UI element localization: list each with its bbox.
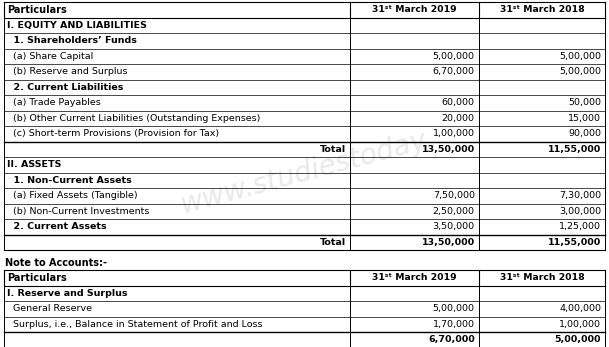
Text: 1. Non-Current Assets: 1. Non-Current Assets xyxy=(7,176,132,185)
Text: Particulars: Particulars xyxy=(7,273,67,283)
Text: 5,00,000: 5,00,000 xyxy=(433,304,475,313)
Text: 31ˢᵗ March 2019: 31ˢᵗ March 2019 xyxy=(372,5,457,14)
Text: 5,00,000: 5,00,000 xyxy=(559,67,601,76)
Text: 1,00,000: 1,00,000 xyxy=(559,320,601,329)
Text: 60,000: 60,000 xyxy=(442,98,475,107)
Text: 31ˢᵗ March 2018: 31ˢᵗ March 2018 xyxy=(499,273,584,282)
Text: www.studiestoday: www.studiestoday xyxy=(178,127,431,219)
Text: (a) Trade Payables: (a) Trade Payables xyxy=(7,98,100,107)
Text: 6,70,000: 6,70,000 xyxy=(428,335,475,344)
Text: (a) Fixed Assets (Tangible): (a) Fixed Assets (Tangible) xyxy=(7,191,138,200)
Text: 7,50,000: 7,50,000 xyxy=(433,191,475,200)
Text: (b) Reserve and Surplus: (b) Reserve and Surplus xyxy=(7,67,127,76)
Text: 3,00,000: 3,00,000 xyxy=(559,207,601,216)
Text: 15,000: 15,000 xyxy=(568,114,601,123)
Text: 2. Current Assets: 2. Current Assets xyxy=(7,222,107,231)
Text: Note to Accounts:-: Note to Accounts:- xyxy=(5,258,107,268)
Text: (a) Share Capital: (a) Share Capital xyxy=(7,52,93,61)
Text: (b) Non-Current Investments: (b) Non-Current Investments xyxy=(7,207,149,216)
Text: 50,000: 50,000 xyxy=(568,98,601,107)
Text: 2. Current Liabilities: 2. Current Liabilities xyxy=(7,83,124,92)
Text: 11,55,000: 11,55,000 xyxy=(547,145,601,154)
Text: 11,55,000: 11,55,000 xyxy=(547,238,601,247)
Text: 7,30,000: 7,30,000 xyxy=(559,191,601,200)
Text: (c) Short-term Provisions (Provision for Tax): (c) Short-term Provisions (Provision for… xyxy=(7,129,219,138)
Text: Particulars: Particulars xyxy=(7,5,67,15)
Text: 3,50,000: 3,50,000 xyxy=(432,222,475,231)
Text: 90,000: 90,000 xyxy=(568,129,601,138)
Text: 1,25,000: 1,25,000 xyxy=(559,222,601,231)
Text: (b) Other Current Liabilities (Outstanding Expenses): (b) Other Current Liabilities (Outstandi… xyxy=(7,114,261,123)
Text: I. Reserve and Surplus: I. Reserve and Surplus xyxy=(7,289,127,298)
Text: 6,70,000: 6,70,000 xyxy=(433,67,475,76)
Text: 5,00,000: 5,00,000 xyxy=(433,52,475,61)
Text: 31ˢᵗ March 2019: 31ˢᵗ March 2019 xyxy=(372,273,457,282)
Text: 13,50,000: 13,50,000 xyxy=(421,145,475,154)
Text: 1,00,000: 1,00,000 xyxy=(433,129,475,138)
Text: I. EQUITY AND LIABILITIES: I. EQUITY AND LIABILITIES xyxy=(7,21,147,30)
Text: Total: Total xyxy=(320,238,345,247)
Text: 2,50,000: 2,50,000 xyxy=(433,207,475,216)
Text: General Reserve: General Reserve xyxy=(7,304,92,313)
Text: 31ˢᵗ March 2018: 31ˢᵗ March 2018 xyxy=(499,5,584,14)
Text: II. ASSETS: II. ASSETS xyxy=(7,160,62,169)
Text: 1,70,000: 1,70,000 xyxy=(433,320,475,329)
Text: Total: Total xyxy=(320,145,345,154)
Text: 1. Shareholders’ Funds: 1. Shareholders’ Funds xyxy=(7,36,137,45)
Text: 5,00,000: 5,00,000 xyxy=(555,335,601,344)
Text: 4,00,000: 4,00,000 xyxy=(559,304,601,313)
Text: 5,00,000: 5,00,000 xyxy=(559,52,601,61)
Text: 13,50,000: 13,50,000 xyxy=(421,238,475,247)
Text: Surplus, i.e., Balance in Statement of Profit and Loss: Surplus, i.e., Balance in Statement of P… xyxy=(7,320,262,329)
Text: 20,000: 20,000 xyxy=(442,114,475,123)
